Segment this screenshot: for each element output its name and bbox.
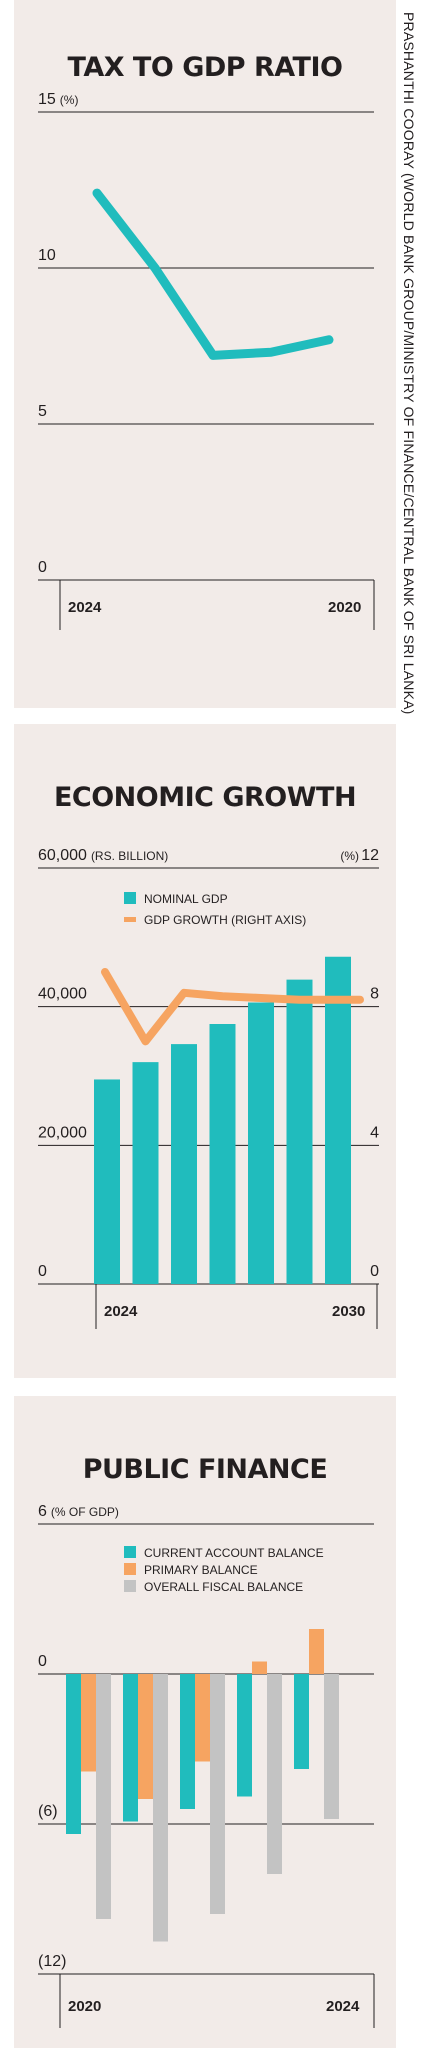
legend-label: CURRENT ACCOUNT BALANCE (144, 1546, 324, 1560)
gdp-bar (171, 1044, 197, 1284)
balance-bar (294, 1674, 309, 1769)
legend-swatch (124, 1546, 136, 1558)
legend-label: NOMINAL GDP (144, 892, 228, 906)
x-tick-label: 2024 (326, 1998, 360, 2015)
legend-swatch (124, 917, 136, 922)
x-tick-label: 2020 (328, 599, 361, 616)
balance-bar (123, 1674, 138, 1822)
economic-growth-panel: ECONOMIC GROWTH 60,000 (RS. BILLION) 40,00… (14, 724, 396, 1378)
y2-tick-label: 4 (370, 1124, 379, 1141)
legend-swatch (124, 892, 136, 904)
legend-label: PRIMARY BALANCE (144, 1563, 258, 1577)
gdp-bar (132, 1062, 159, 1284)
x-tick-label: 2020 (68, 1998, 101, 2015)
y-tick-label: 40,000 (38, 986, 87, 1003)
y-tick-label: 60,000 (RS. BILLION) (38, 847, 168, 864)
balance-bar (138, 1674, 153, 1799)
y-tick-label: (6) (38, 1803, 58, 1820)
balance-bar (180, 1674, 195, 1809)
legend-label: OVERALL FISCAL BALANCE (144, 1580, 303, 1594)
y2-axis-label: (%) (340, 849, 359, 863)
gdp-bar (94, 1079, 120, 1284)
legend-swatch (124, 1580, 136, 1592)
balance-bar (309, 1629, 324, 1674)
legend-swatch (124, 1563, 136, 1575)
y-tick-label: 0 (38, 1263, 47, 1280)
y-tick-label: 5 (38, 403, 47, 420)
gdp-bar (286, 979, 313, 1284)
y2-tick-label: 8 (370, 986, 379, 1003)
y-tick-label: 0 (38, 559, 47, 576)
y-tick-label: 15 (%) (38, 91, 78, 108)
y-tick-label: 6 (% OF GDP) (38, 1503, 119, 1520)
gdp-bar (209, 1024, 236, 1284)
chart-title: TAX TO GDP RATIO (67, 52, 343, 83)
balance-bar (267, 1674, 282, 1874)
public-finance-chart: 6 (% OF GDP) 0 (6) (12) CURRENT ACCOUNT BALAN… (38, 1503, 375, 2028)
y-tick-label: 20,000 (38, 1124, 87, 1141)
x-tick-label: 2024 (68, 599, 102, 616)
balance-bar (153, 1674, 168, 1942)
gdp-bar (325, 956, 351, 1284)
tax-to-gdp-panel: TAX TO GDP RATIO 15 (%) 10 5 0 2024 2020 (14, 0, 396, 708)
y2-tick-label: 0 (370, 1263, 379, 1280)
tax-ratio-line (92, 188, 334, 360)
legend-label: GDP GROWTH (RIGHT AXIS) (144, 913, 306, 927)
y-tick-label: 10 (38, 247, 56, 264)
public-finance-panel: PUBLIC FINANCE 6 (% OF GDP) 0 (6) (12) CURREN… (14, 1396, 396, 2048)
balance-bar (210, 1674, 225, 1914)
x-tick-label: 2024 (104, 1303, 138, 1320)
balance-bar (81, 1674, 96, 1772)
y-tick-label: (12) (38, 1953, 66, 1970)
balance-bar (96, 1674, 111, 1919)
y-tick-label: 0 (38, 1653, 47, 1670)
balance-bar (237, 1674, 252, 1797)
x-tick-label: 2030 (332, 1303, 365, 1320)
source-credit: PRASHANTHI COORAY (WORLD BANK GROUP/MINI… (401, 12, 417, 715)
economic-growth-chart: 60,000 (RS. BILLION) 40,000 20,000 0 12 8 4 0 (%)… (38, 847, 379, 1329)
balance-bar (66, 1674, 81, 1834)
chart-title: PUBLIC FINANCE (82, 1454, 328, 1485)
balance-bar (195, 1674, 210, 1762)
tax-to-gdp-chart: 15 (%) 10 5 0 2024 2020 (38, 91, 375, 630)
y2-tick-label: 12 (361, 847, 379, 864)
balance-bar (324, 1674, 339, 1819)
balance-bar (252, 1661, 267, 1674)
chart-title: ECONOMIC GROWTH (53, 782, 357, 813)
gdp-bar (248, 1002, 274, 1284)
